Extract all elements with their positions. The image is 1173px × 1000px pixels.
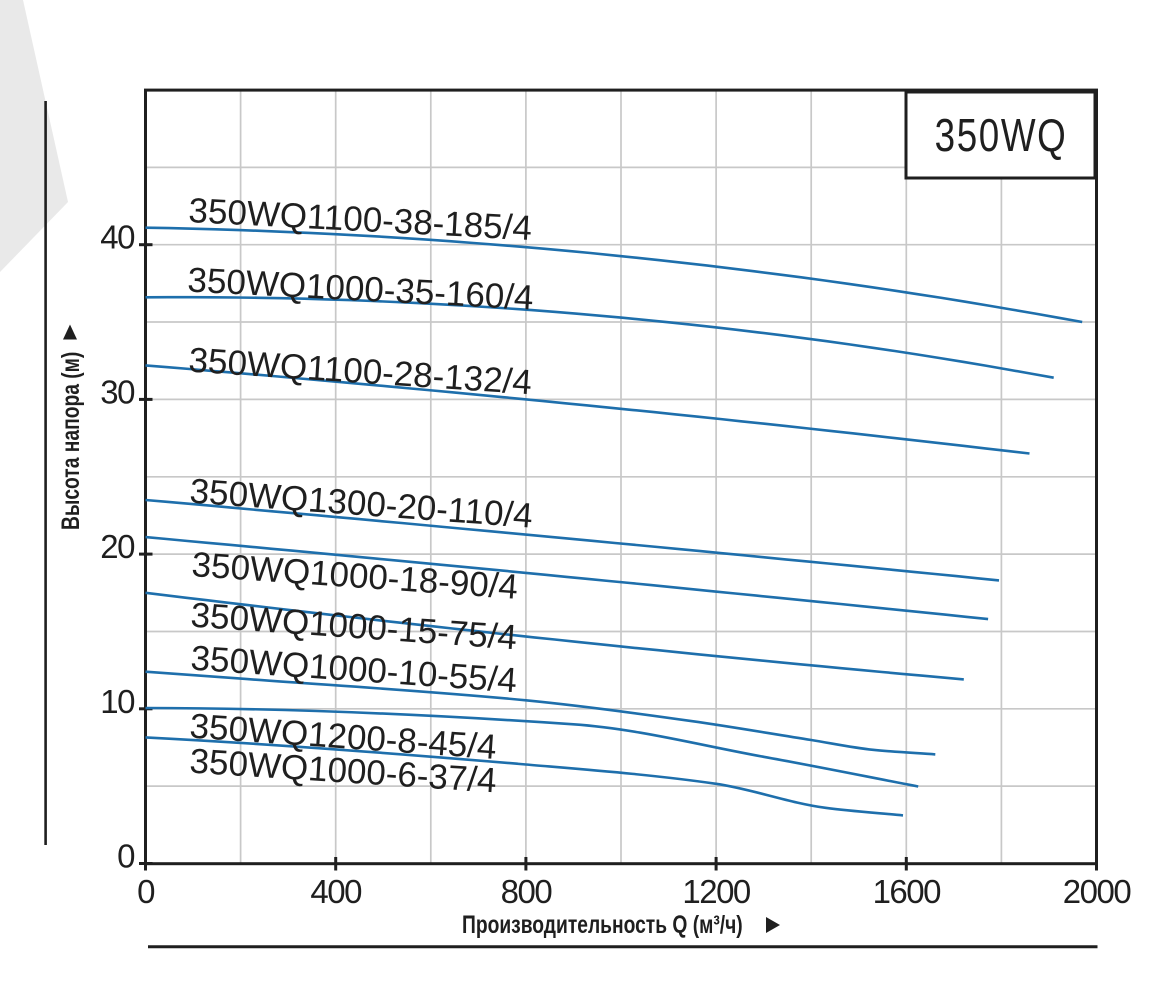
svg-text:350WQ: 350WQ [935,109,1068,161]
svg-text:1200: 1200 [682,873,751,910]
svg-text:350WQ1100-38-185/4: 350WQ1100-38-185/4 [188,191,533,248]
svg-text:1600: 1600 [873,873,942,910]
svg-text:400: 400 [310,873,362,910]
svg-text:2000: 2000 [1063,873,1132,910]
svg-text:350WQ1100-28-132/4: 350WQ1100-28-132/4 [187,341,533,403]
svg-text:10: 10 [100,683,135,720]
svg-text:800: 800 [501,873,553,910]
svg-text:0: 0 [117,838,135,875]
svg-text:350WQ1000-35-160/4: 350WQ1000-35-160/4 [187,261,535,318]
svg-text:Высота напора (м): Высота напора (м) [57,352,85,530]
svg-text:20: 20 [100,528,135,565]
svg-text:0: 0 [137,873,155,910]
svg-text:Производительность Q (м³/ч): Производительность Q (м³/ч) [462,911,743,939]
svg-text:40: 40 [100,219,135,256]
svg-text:30: 30 [100,373,135,410]
